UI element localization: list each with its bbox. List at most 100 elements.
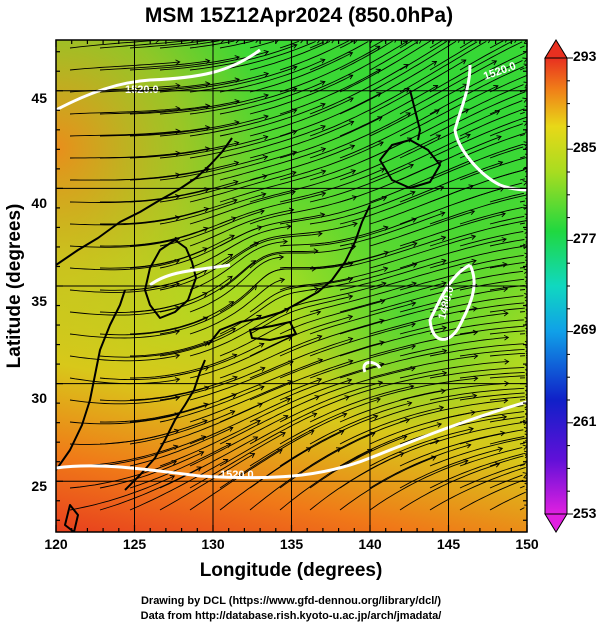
streamline-arrowhead [514,40,517,44]
streamline-arrowhead [494,109,501,116]
y-axis: 25 30 35 40 45 [31,90,47,494]
streamline [519,67,525,71]
credit-drawing: Drawing by DCL (https://www.gfd-dennou.o… [141,595,441,607]
streamline-arrowhead [259,385,265,391]
streamline [429,295,524,313]
streamline [399,136,502,181]
streamline-arrowhead [438,185,445,191]
streamline-arrowhead [263,93,269,99]
streamline [279,363,384,401]
streamline-arrowhead [501,414,508,421]
streamline [130,354,237,379]
streamline [519,266,526,269]
streamline-arrowhead [347,51,354,57]
streamline-arrowhead [205,125,211,131]
streamline [309,419,410,467]
streamline-arrowhead [441,348,448,355]
streamline [399,40,448,71]
streamline [369,40,384,49]
streamline-arrowhead [291,129,298,135]
streamline-arrowhead [279,277,286,284]
streamline [249,52,353,93]
contour-north [56,48,261,112]
streamline [429,387,525,401]
streamline [339,186,444,225]
streamline [189,380,293,423]
streamline-arrowhead [228,426,234,432]
gridlines [56,40,527,532]
streamline [99,403,209,423]
streamline [519,289,526,291]
streamline [459,40,474,49]
streamline [339,406,444,445]
streamline-arrowhead [283,414,289,420]
streamline [249,222,358,247]
streamline [219,213,325,247]
streamline [219,103,326,137]
streamline-arrowhead [523,143,527,150]
streamline [99,105,210,115]
streamline [219,335,322,379]
streamline [429,366,525,379]
streamline [459,231,524,247]
streamline [519,178,526,181]
streamline-arrowhead [411,281,417,287]
streamline [189,87,297,115]
streamline [129,376,238,401]
y-axis-title: Latitude (degrees) [4,204,25,369]
streamline-arrowhead [354,40,358,44]
streamline [459,348,525,357]
coastline-shikoku [249,321,297,341]
streamline [489,215,525,225]
streamline-arrowhead [263,71,270,78]
streamline [189,130,297,159]
colorbar-top-arrow [544,39,568,59]
streamline [459,371,525,379]
streamline [279,282,387,313]
streamline-arrowhead [230,327,237,333]
streamline-arrowhead [497,446,504,453]
streamline-arrowhead [235,40,240,44]
streamline-arrowhead [522,444,527,450]
x-tick-label: 135 [280,536,304,552]
streamline [489,330,525,335]
streamline [159,175,267,203]
streamline [189,191,296,225]
streamline-arrowhead [229,410,236,416]
streamline-arrowhead [466,443,472,449]
streamline-arrowhead [376,92,382,98]
streamline [219,288,319,335]
streamline [189,171,297,203]
streamline-arrowhead [522,120,527,126]
streamline [219,125,326,159]
streamline [369,377,478,401]
streamline [219,413,317,467]
streamline [519,200,525,203]
streamline-arrowhead [347,276,354,283]
streamline-arrowhead [524,87,527,93]
streamline [129,443,231,489]
coastline-hokkaido [379,139,441,189]
streamline [459,132,526,159]
streamline-arrowhead [440,211,446,217]
streamline [429,466,526,511]
streamline-arrowhead [275,40,280,44]
streamline-arrowhead [311,412,318,418]
streamline [309,282,417,313]
streamline-arrowhead [522,472,527,478]
streamline-arrowhead [325,40,329,44]
contour-east-low [428,263,476,341]
streamline [219,148,326,181]
streamline [159,285,258,335]
streamline [69,238,180,248]
streamline-arrowhead [435,134,442,140]
streamline-arrowhead [348,120,355,126]
streamline [249,315,353,357]
streamline [309,323,416,357]
streamline-arrowhead [169,475,176,481]
streamline-arrowhead [491,60,498,66]
streamline [339,350,447,379]
colorbar-scale [544,57,568,515]
streamline [159,420,261,467]
